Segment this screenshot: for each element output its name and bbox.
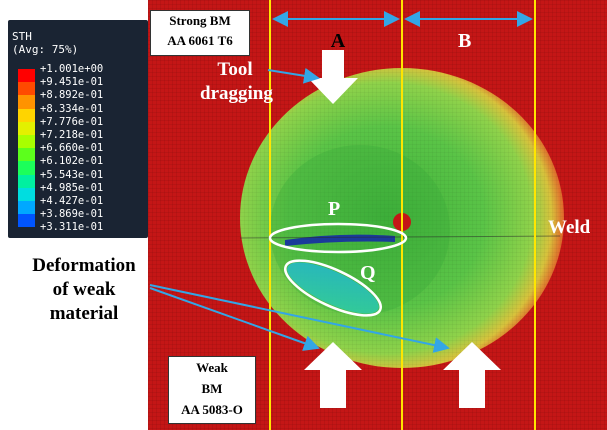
legend-swatch xyxy=(18,121,35,135)
legend-value: +3.311e-01 xyxy=(40,221,104,234)
strong-bm-alloy: AA 6061 T6 xyxy=(167,33,233,48)
legend-value: +7.776e-01 xyxy=(40,115,104,128)
legend-swatch xyxy=(18,161,35,175)
legend-swatch xyxy=(18,82,35,96)
strong-bm-name: Strong BM xyxy=(169,13,231,28)
legend-swatch xyxy=(18,135,35,149)
tool-dragging-label: Tool dragging xyxy=(200,58,273,106)
region-q-label: Q xyxy=(360,262,376,284)
strong-bm-label: Strong BM AA 6061 T6 xyxy=(150,10,250,56)
deformation-line-1: Deformation xyxy=(32,255,136,276)
legend-value: +8.334e-01 xyxy=(40,102,104,115)
weak-bm-label: Weak BM AA 5083-O xyxy=(168,356,256,424)
tool-dragging-line-2: dragging xyxy=(200,83,273,104)
region-p-label: P xyxy=(328,198,341,220)
legend-value: +3.869e-01 xyxy=(40,208,104,221)
weak-bm-word: Weak xyxy=(196,360,228,375)
weld-line-trace xyxy=(239,235,561,239)
legend-value: +4.985e-01 xyxy=(40,181,104,194)
legend-swatch xyxy=(18,95,35,109)
legend-swatch xyxy=(18,201,35,215)
region-q-outline xyxy=(284,259,382,317)
tool-dragging-line-1: Tool xyxy=(217,59,253,80)
deformation-line-3: material xyxy=(49,303,119,324)
legend-swatch xyxy=(18,174,35,188)
legend-swatch xyxy=(18,187,35,201)
legend-swatch xyxy=(18,69,35,83)
weak-bm-abbrev: BM xyxy=(201,381,223,396)
legend-value: +1.001e+00 xyxy=(40,63,104,75)
legend-title-averaging: (Avg: 75%) xyxy=(12,43,79,56)
tool-dragging-arrow xyxy=(308,50,358,104)
legend-swatch xyxy=(18,148,35,162)
legend-value: +4.427e-01 xyxy=(40,195,104,207)
weak-bm-alloy: AA 5083-O xyxy=(181,402,243,417)
weld-label: Weld xyxy=(548,217,591,238)
legend-swatch xyxy=(18,214,35,228)
legend-swatch xyxy=(18,108,35,122)
up-arrow-right xyxy=(443,342,501,408)
region-q-fill xyxy=(287,262,379,314)
legend-title-variable: STH xyxy=(12,30,32,43)
up-arrow-left xyxy=(304,342,362,408)
region-p-outline xyxy=(268,222,408,254)
deformation-pointer-2 xyxy=(149,284,450,353)
legend-title: STH (Avg: 75%) xyxy=(12,30,78,56)
legend-value: +9.451e-01 xyxy=(40,76,104,89)
zone-a-label: A xyxy=(330,30,346,52)
legend-value: +8.892e-01 xyxy=(40,89,104,102)
deformation-line-2: of weak xyxy=(52,279,116,300)
tool-dragging-pointer xyxy=(267,67,320,84)
deformation-label: Deformation of weak material xyxy=(14,254,154,326)
zone-b-label: B xyxy=(458,30,472,52)
legend-value: +5.543e-01 xyxy=(40,168,104,181)
deformation-pointer-1 xyxy=(149,287,320,351)
legend-value: +6.660e-01 xyxy=(40,142,104,155)
legend-value: +6.102e-01 xyxy=(40,155,104,168)
legend-value: +7.218e-01 xyxy=(40,129,104,141)
